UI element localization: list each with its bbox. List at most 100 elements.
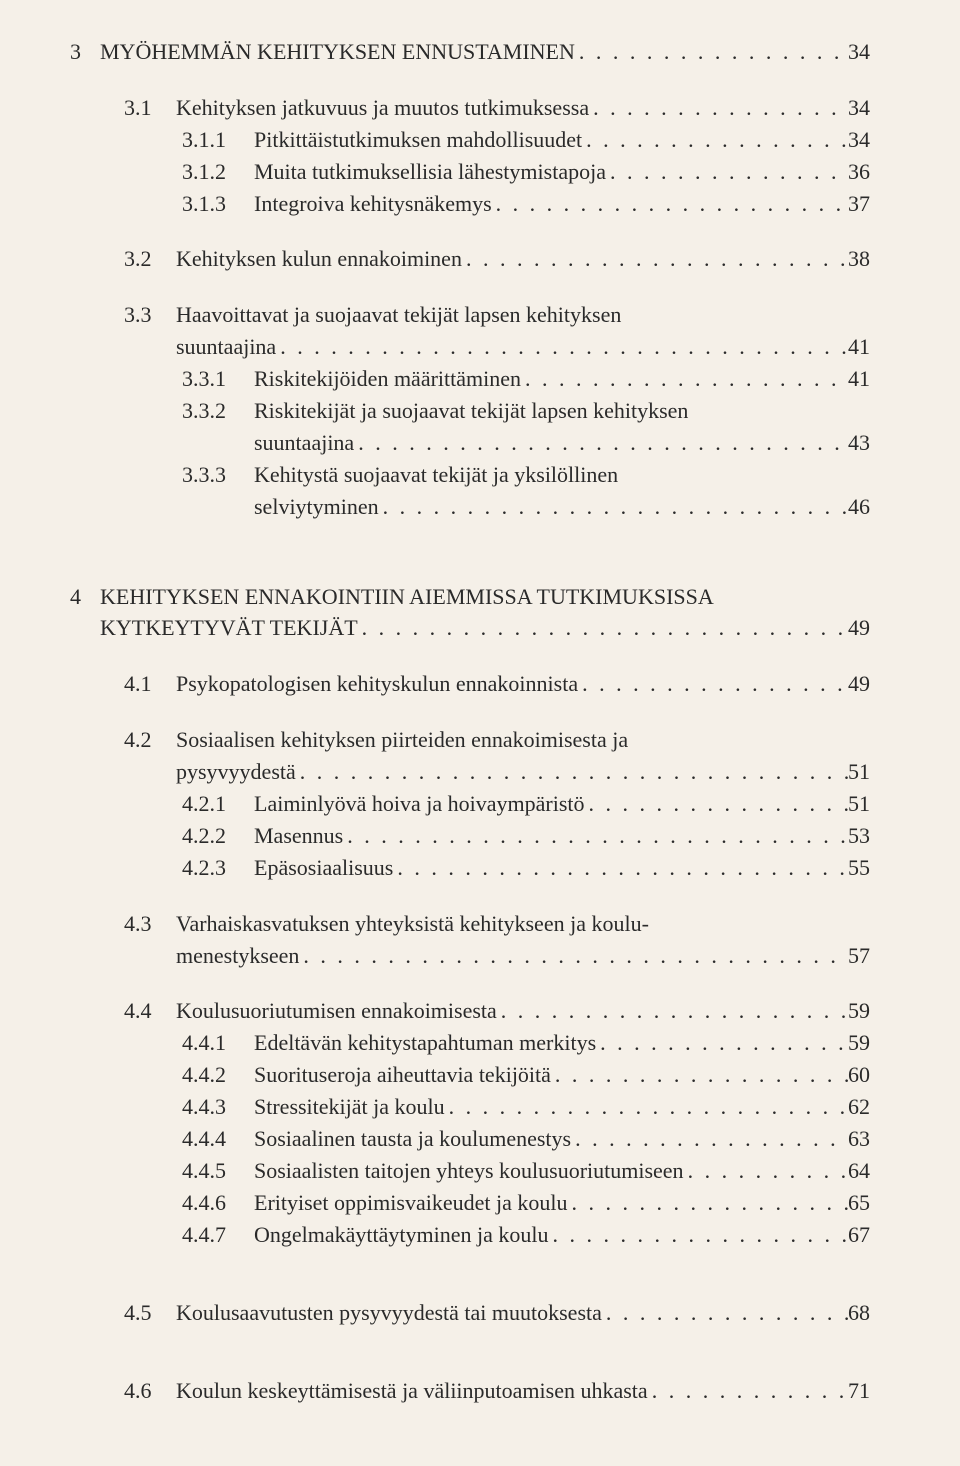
toc-page-number: 63 — [848, 1123, 870, 1155]
toc-entry-4-2-3: 4.2.3 Epäsosiaalisuus . . . . . . . . . … — [70, 852, 870, 884]
toc-page-number: 55 — [848, 852, 870, 884]
toc-entry-4-4-6: 4.4.6 Erityiset oppimisvaikeudet ja koul… — [70, 1187, 870, 1219]
toc-chapter-3: 3 MYÖHEMMÄN KEHITYKSEN ENNUSTAMINEN . . … — [70, 36, 870, 68]
toc-page-number: 46 — [848, 491, 870, 523]
toc-page-number: 65 — [848, 1187, 870, 1219]
toc-entry-4-4-5: 4.4.5 Sosiaalisten taitojen yhteys koulu… — [70, 1155, 870, 1187]
toc-entry-3-3-3-cont: selviytyminen . . . . . . . . . . . . . … — [70, 491, 870, 523]
toc-page-number: 57 — [848, 940, 870, 972]
toc-leader: . . . . . . . . . . . . . . . . . . . . … — [299, 940, 848, 972]
toc-number: 3.3 — [124, 299, 176, 331]
toc-title: suuntaajina — [254, 427, 354, 459]
toc-leader: . . . . . . . . . . . . . . . . . . . . … — [567, 1187, 848, 1219]
toc-entry-4-4-2: 4.4.2 Suorituseroja aiheuttavia tekijöit… — [70, 1059, 870, 1091]
toc-leader: . . . . . . . . . . . . . . . . . . . . … — [571, 1123, 848, 1155]
toc-number: 4.6 — [124, 1375, 176, 1407]
toc-number: 3.1.2 — [182, 156, 254, 188]
toc-page-number: 43 — [848, 427, 870, 459]
toc-title: MYÖHEMMÄN KEHITYKSEN ENNUSTAMINEN — [100, 36, 575, 68]
toc-title: selviytyminen — [254, 491, 379, 523]
toc-page-number: 38 — [848, 243, 870, 275]
toc-page-number: 62 — [848, 1091, 870, 1123]
toc-title: Erityiset oppimisvaikeudet ja koulu — [254, 1187, 567, 1219]
toc-entry-3-3-1: 3.3.1 Riskitekijöiden määrittäminen . . … — [70, 363, 870, 395]
toc-number: 4.4.7 — [182, 1219, 254, 1251]
toc-title: Stressitekijät ja koulu — [254, 1091, 445, 1123]
toc-number: 3.3.3 — [182, 459, 254, 491]
toc-leader: . . . . . . . . . . . . . . . . . . . . … — [296, 756, 848, 788]
toc-leader: . . . . . . . . . . . . . . . . . . . . … — [462, 243, 848, 275]
toc-entry-4-3: 4.3 Varhaiskasvatuksen yhteyksistä kehit… — [70, 908, 870, 940]
toc-entry-4-2-cont: pysyvyydestä . . . . . . . . . . . . . .… — [70, 756, 870, 788]
toc-title: pysyvyydestä — [176, 756, 296, 788]
toc-title: Sosiaalinen tausta ja koulumenestys — [254, 1123, 571, 1155]
toc-page-number: 41 — [848, 331, 870, 363]
toc-entry-3-1: 3.1 Kehityksen jatkuvuus ja muutos tutki… — [70, 92, 870, 124]
toc-number: 4.1 — [124, 668, 176, 700]
toc-number: 4.2.1 — [182, 788, 254, 820]
toc-entry-4-4-7: 4.4.7 Ongelmakäyttäytyminen ja koulu . .… — [70, 1219, 870, 1251]
toc-page-number: 34 — [848, 124, 870, 156]
toc-entry-3-3-2-cont: suuntaajina . . . . . . . . . . . . . . … — [70, 427, 870, 459]
toc-title: Suorituseroja aiheuttavia tekijöitä — [254, 1059, 551, 1091]
toc-entry-3-1-3: 3.1.3 Integroiva kehitysnäkemys . . . . … — [70, 188, 870, 220]
toc-title: suuntaajina — [176, 331, 276, 363]
toc-title: Ongelmakäyttäytyminen ja koulu — [254, 1219, 549, 1251]
toc-entry-3-3: 3.3 Haavoittavat ja suojaavat tekijät la… — [70, 299, 870, 331]
toc-leader: . . . . . . . . . . . . . . . . . . . . … — [379, 491, 848, 523]
toc-page-number: 59 — [848, 995, 870, 1027]
toc-title: Sosiaalisten taitojen yhteys koulusuoriu… — [254, 1155, 684, 1187]
toc-entry-4-6: 4.6 Koulun keskeyttämisestä ja väliinput… — [70, 1375, 870, 1407]
toc-title: Riskitekijät ja suojaavat tekijät lapsen… — [254, 395, 688, 427]
toc-entry-3-1-1: 3.1.1 Pitkittäistutkimuksen mahdollisuud… — [70, 124, 870, 156]
toc-title: Kehitystä suojaavat tekijät ja yksilölli… — [254, 459, 618, 491]
toc-page-number: 71 — [848, 1375, 870, 1407]
toc-number: 4 — [70, 581, 100, 613]
toc-page-number: 51 — [848, 788, 870, 820]
toc-entry-4-2-2: 4.2.2 Masennus . . . . . . . . . . . . .… — [70, 820, 870, 852]
toc-page-number: 64 — [848, 1155, 870, 1187]
toc-page-number: 34 — [848, 92, 870, 124]
toc-number: 3 — [70, 36, 100, 68]
toc-number: 4.2.2 — [182, 820, 254, 852]
toc-page-number: 37 — [848, 188, 870, 220]
toc-leader: . . . . . . . . . . . . . . . . . . . . … — [354, 427, 848, 459]
toc-title: KYTKEYTYVÄT TEKIJÄT — [100, 612, 358, 644]
toc-entry-4-2-1: 4.2.1 Laiminlyövä hoiva ja hoivaympärist… — [70, 788, 870, 820]
toc-entry-4-3-cont: menestykseen . . . . . . . . . . . . . .… — [70, 940, 870, 972]
toc-number: 3.3.2 — [182, 395, 254, 427]
toc-number: 4.3 — [124, 908, 176, 940]
toc-leader: . . . . . . . . . . . . . . . . . . . . … — [589, 92, 848, 124]
toc-title: Koulusuoriutumisen ennakoimisesta — [176, 995, 497, 1027]
toc-title: Riskitekijöiden määrittäminen — [254, 363, 521, 395]
toc-number: 3.2 — [124, 243, 176, 275]
toc-leader: . . . . . . . . . . . . . . . . . . . . … — [492, 188, 848, 220]
toc-number: 4.4.3 — [182, 1091, 254, 1123]
toc-leader: . . . . . . . . . . . . . . . . . . . . … — [596, 1027, 848, 1059]
toc-leader: . . . . . . . . . . . . . . . . . . . . … — [602, 1297, 848, 1329]
toc-entry-3-1-2: 3.1.2 Muita tutkimuksellisia lähestymist… — [70, 156, 870, 188]
toc-title: menestykseen — [176, 940, 299, 972]
toc-title: KEHITYKSEN ENNAKOINTIIN AIEMMISSA TUTKIM… — [100, 581, 714, 613]
toc-leader: . . . . . . . . . . . . . . . . . . . . … — [521, 363, 848, 395]
toc-number: 4.4.2 — [182, 1059, 254, 1091]
toc-number: 3.3.1 — [182, 363, 254, 395]
toc-page-number: 49 — [848, 612, 870, 644]
toc-title: Haavoittavat ja suojaavat tekijät lapsen… — [176, 299, 621, 331]
toc-title: Epäsosiaalisuus — [254, 852, 393, 884]
toc-title: Kehityksen kulun ennakoiminen — [176, 243, 462, 275]
toc-entry-3-3-cont: suuntaajina . . . . . . . . . . . . . . … — [70, 331, 870, 363]
toc-title: Sosiaalisen kehityksen piirteiden ennako… — [176, 724, 628, 756]
toc-chapter-4-cont: KYTKEYTYVÄT TEKIJÄT . . . . . . . . . . … — [70, 612, 870, 644]
toc-page-number: 59 — [848, 1027, 870, 1059]
toc-leader: . . . . . . . . . . . . . . . . . . . . … — [648, 1375, 848, 1407]
toc-number: 4.4.5 — [182, 1155, 254, 1187]
toc-entry-4-4: 4.4 Koulusuoriutumisen ennakoimisesta . … — [70, 995, 870, 1027]
toc-page-number: 68 — [848, 1297, 870, 1329]
toc-leader: . . . . . . . . . . . . . . . . . . . . … — [684, 1155, 848, 1187]
toc-page: 3 MYÖHEMMÄN KEHITYKSEN ENNUSTAMINEN . . … — [0, 0, 960, 1466]
toc-number: 4.5 — [124, 1297, 176, 1329]
toc-page-number: 49 — [848, 668, 870, 700]
toc-title: Koulun keskeyttämisestä ja väliinputoami… — [176, 1375, 648, 1407]
toc-entry-4-4-1: 4.4.1 Edeltävän kehitystapahtuman merkit… — [70, 1027, 870, 1059]
